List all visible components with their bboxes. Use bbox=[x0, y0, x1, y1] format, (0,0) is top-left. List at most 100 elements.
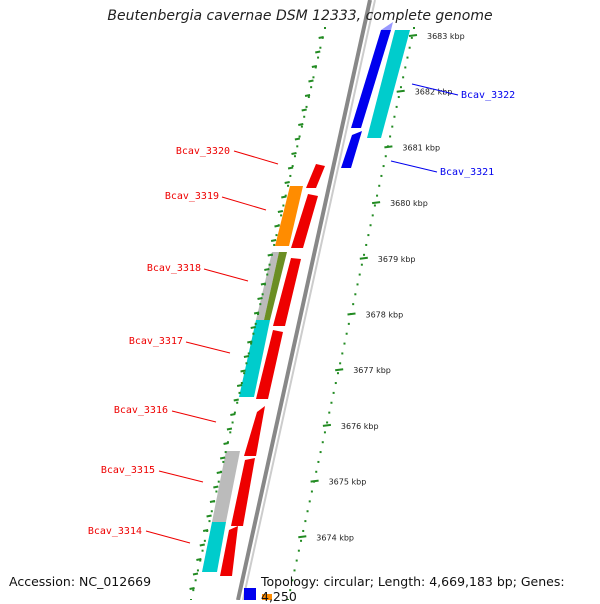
inner-track-dash bbox=[192, 572, 199, 576]
outer-dotted-track-dot bbox=[323, 431, 326, 434]
forward-gene-label[interactable]: Bcav_3321 bbox=[440, 167, 494, 178]
inner-track-dash bbox=[230, 413, 236, 416]
outer-dotted-track-dot bbox=[297, 549, 300, 552]
inner-dotted-track-dot bbox=[229, 431, 232, 434]
outer-dotted-track-dot bbox=[291, 579, 294, 582]
inner-track-dash bbox=[315, 50, 321, 54]
inner-track-dash bbox=[196, 558, 202, 561]
reverse-gene-label[interactable]: Bcav_3317 bbox=[129, 336, 183, 347]
reverse-gene-label[interactable]: Bcav_3319 bbox=[165, 191, 219, 202]
inner-track-dash bbox=[257, 297, 263, 300]
outer-dotted-track-dot bbox=[334, 382, 337, 385]
outer-dotted-track-dot bbox=[330, 401, 333, 404]
scale-tick-label: 3682 kbp bbox=[415, 88, 453, 97]
reverse-gene-label-leader-line bbox=[145, 530, 191, 544]
inner-track-dash bbox=[264, 268, 270, 271]
reverse-gene-label[interactable]: Bcav_3315 bbox=[101, 465, 155, 476]
gene-bcav-3318-arrow[interactable] bbox=[273, 258, 301, 326]
outer-dotted-track-dot bbox=[310, 490, 313, 493]
outer-dotted-track-dot bbox=[391, 125, 394, 128]
inner-track-dash bbox=[318, 36, 324, 39]
inner-dotted-track-dot bbox=[231, 421, 234, 424]
inner-track-dash bbox=[311, 65, 318, 68]
scale-tick-label: 3681 kbp bbox=[402, 143, 440, 152]
gene-bcav-3316-arrow[interactable] bbox=[244, 406, 265, 456]
inner-dotted-track-dot bbox=[215, 490, 218, 493]
outer-dotted-track-dot bbox=[354, 293, 357, 296]
reverse-gene-label[interactable]: Bcav_3320 bbox=[176, 146, 230, 157]
reverse-gene-label-leader-line bbox=[233, 150, 279, 165]
scale-tick-mark bbox=[384, 145, 393, 149]
inner-dotted-track-dot bbox=[257, 313, 259, 315]
outer-dotted-track-dot bbox=[336, 372, 339, 375]
inner-dotted-track-dot bbox=[287, 184, 290, 187]
gene-bcav-3322-arrow[interactable] bbox=[351, 30, 391, 128]
outer-dotted-track-dot bbox=[358, 273, 361, 276]
genome-backbone bbox=[236, 0, 376, 600]
gene-bcav-3317-arrow[interactable] bbox=[256, 330, 283, 399]
inner-dotted-track-dot bbox=[312, 76, 315, 79]
inner-dotted-track-dot bbox=[307, 96, 310, 99]
outer-dotted-track-dot bbox=[293, 569, 296, 572]
inner-track-dash bbox=[277, 210, 284, 213]
outer-dotted-track-dot bbox=[389, 135, 392, 138]
reverse-gene-label[interactable]: Bcav_3316 bbox=[114, 405, 168, 416]
inner-track-dash bbox=[209, 500, 216, 503]
inner-dotted-track-dot bbox=[266, 273, 269, 276]
forward-gene-label[interactable]: Bcav_3322 bbox=[461, 90, 515, 101]
gene-bcav-3314-arrow[interactable] bbox=[220, 526, 238, 576]
forward-gene-label-leader-line bbox=[411, 83, 459, 96]
outer-dotted-track-dot bbox=[402, 76, 405, 79]
reverse-gene-label[interactable]: Bcav_3318 bbox=[147, 263, 201, 274]
inner-dotted-track-dot bbox=[259, 303, 262, 306]
inner-track-dash bbox=[233, 398, 239, 402]
scale-tick-mark bbox=[335, 368, 344, 372]
outer-dotted-track-dot bbox=[378, 184, 381, 187]
outer-dotted-track-dot bbox=[382, 165, 385, 168]
gene-bcav-3321-arrow[interactable] bbox=[341, 131, 362, 168]
inner-dotted-track-dot bbox=[194, 579, 197, 582]
scale-tick-label: 3678 kbp bbox=[366, 311, 404, 320]
scale-tick-label: 3679 kbp bbox=[378, 255, 416, 264]
outer-dotted-track-dot bbox=[347, 322, 350, 325]
inner-dotted-track-dot bbox=[203, 539, 206, 542]
outer-dotted-track-dot bbox=[343, 342, 346, 345]
inner-track-dash bbox=[298, 123, 304, 126]
backbone-line-gray bbox=[236, 0, 372, 600]
outer-dotted-track-dot bbox=[406, 56, 409, 59]
cds-bcav-3315 bbox=[212, 451, 240, 522]
outer-dotted-track-dot bbox=[300, 539, 303, 542]
outer-dotted-track-dot bbox=[369, 224, 372, 227]
scale-tick-label: 3680 kbp bbox=[390, 199, 428, 208]
outer-dotted-track-dot bbox=[341, 352, 344, 355]
scale-dotted-tracks bbox=[189, 27, 415, 600]
scale-ticks: 3683 kbp 3682 kbp 3681 kbp 3680 kbp 3679 kbp… bbox=[298, 32, 465, 542]
inner-dotted-track-dot bbox=[247, 352, 250, 355]
outer-dotted-track-dot bbox=[332, 391, 335, 394]
inner-track-dash bbox=[304, 94, 311, 97]
outer-dotted-track-dot bbox=[360, 263, 363, 266]
gene-bcav-3320-arrow[interactable] bbox=[306, 164, 325, 188]
inner-dotted-track-dot bbox=[222, 460, 225, 463]
gene-bcav-3315-arrow[interactable] bbox=[231, 458, 255, 526]
scale-tick-mark bbox=[298, 535, 307, 539]
outer-dotted-track-dot bbox=[328, 411, 331, 414]
inner-track-dash bbox=[287, 166, 294, 170]
inner-dotted-track-dot bbox=[252, 332, 255, 335]
inner-dotted-track-dot bbox=[296, 145, 299, 148]
inner-dotted-track-dot bbox=[268, 263, 271, 266]
inner-track-dash bbox=[301, 108, 307, 112]
inner-dotted-track-dot bbox=[240, 382, 243, 385]
inner-dotted-track-dot bbox=[300, 125, 303, 128]
reverse-gene-label[interactable]: Bcav_3314 bbox=[88, 526, 142, 537]
gene-bcav-3319-arrow[interactable] bbox=[291, 194, 318, 248]
inner-dotted-track-dot bbox=[293, 155, 296, 158]
outer-dotted-track-dot bbox=[365, 243, 368, 246]
inner-track-dash bbox=[267, 253, 273, 257]
outer-dotted-track-dot bbox=[410, 36, 413, 39]
inner-track-dash bbox=[250, 326, 256, 329]
inner-dotted-track-dot bbox=[280, 214, 283, 217]
inner-dotted-track-dot bbox=[291, 165, 294, 168]
outer-dotted-track-dot bbox=[384, 155, 387, 158]
